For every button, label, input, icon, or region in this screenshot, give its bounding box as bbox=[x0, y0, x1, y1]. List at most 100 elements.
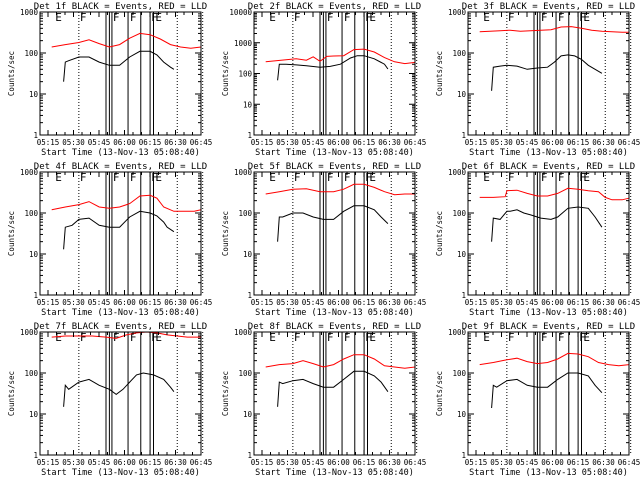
marker-label: F bbox=[130, 171, 137, 184]
series-events-line bbox=[491, 54, 603, 91]
marker-label: F bbox=[541, 11, 548, 24]
marker-label: E bbox=[583, 171, 590, 184]
y-tick-label: 1 bbox=[247, 451, 252, 460]
y-tick-label: 1000 bbox=[234, 39, 253, 48]
x-tick-label: 06:15 bbox=[567, 138, 590, 147]
x-tick-label: 05:30 bbox=[276, 458, 299, 467]
x-tick-label: 06:30 bbox=[164, 138, 187, 147]
marker-label: F bbox=[541, 171, 548, 184]
panel-title: Det 1f BLACK = Events, RED = LLD bbox=[34, 2, 207, 12]
x-tick-label: 06:45 bbox=[190, 138, 213, 147]
plot-frame bbox=[467, 331, 630, 456]
x-tick-label: 05:45 bbox=[88, 458, 111, 467]
y-tick-label: 100 bbox=[452, 49, 466, 58]
x-tick-label: 06:30 bbox=[164, 298, 187, 307]
marker-label: F bbox=[151, 171, 158, 184]
marker-label: F bbox=[558, 11, 565, 24]
marker-label: F bbox=[508, 331, 515, 344]
y-tick-label: 1 bbox=[461, 451, 466, 460]
series-events-line bbox=[277, 370, 389, 407]
marker-label: F bbox=[327, 11, 334, 24]
y-tick-label: 1000 bbox=[448, 168, 467, 177]
y-tick-label: 1000 bbox=[20, 168, 39, 177]
x-axis-label: Start Time (13-Nov-13 05:08:40) bbox=[255, 308, 414, 318]
y-axis-label: Counts/sec bbox=[435, 211, 444, 256]
y-tick-label: 10 bbox=[457, 250, 467, 259]
series-lld-line bbox=[479, 352, 630, 367]
panel-title: Det 4f BLACK = Events, RED = LLD bbox=[34, 162, 207, 172]
y-tick-label: 1 bbox=[33, 451, 38, 460]
y-tick-label: 1000 bbox=[448, 328, 467, 337]
panel-title: Det 8f BLACK = Events, RED = LLD bbox=[248, 322, 421, 332]
x-tick-label: 05:45 bbox=[516, 298, 539, 307]
marker-label: F bbox=[130, 331, 137, 344]
series-lld-line bbox=[265, 48, 416, 65]
y-axis-label: Counts/sec bbox=[221, 211, 230, 256]
plot-frame bbox=[253, 171, 416, 296]
x-axis-label: Start Time (13-Nov-13 05:08:40) bbox=[255, 148, 414, 158]
marker-label: F bbox=[558, 171, 565, 184]
panel-title: Det 3f BLACK = Events, RED = LLD bbox=[462, 2, 635, 12]
x-axis-label: Start Time (13-Nov-13 05:08:40) bbox=[41, 148, 200, 158]
marker-label: F bbox=[365, 331, 372, 344]
x-tick-label: 06:15 bbox=[567, 298, 590, 307]
marker-label: F bbox=[113, 171, 120, 184]
marker-label: F bbox=[80, 11, 87, 24]
x-axis-label: Start Time (13-Nov-13 05:08:40) bbox=[41, 308, 200, 318]
x-tick-label: 06:00 bbox=[327, 138, 350, 147]
marker-label: F bbox=[344, 11, 351, 24]
x-tick-label: 06:00 bbox=[541, 298, 564, 307]
x-tick-label: 05:30 bbox=[490, 138, 513, 147]
marker-label: E bbox=[483, 171, 490, 184]
x-tick-label: 05:30 bbox=[490, 298, 513, 307]
marker-label: E bbox=[55, 171, 62, 184]
x-tick-label: 06:45 bbox=[404, 138, 427, 147]
y-tick-label: 100 bbox=[238, 209, 252, 218]
marker-label: F bbox=[344, 331, 351, 344]
marker-label: F bbox=[327, 171, 334, 184]
y-tick-label: 100 bbox=[452, 369, 466, 378]
marker-label: F bbox=[344, 171, 351, 184]
series-events-line bbox=[63, 210, 175, 250]
x-tick-label: 05:30 bbox=[490, 458, 513, 467]
y-tick-label: 100 bbox=[238, 70, 252, 79]
panel-title: Det 2f BLACK = Events, RED = LLD bbox=[248, 2, 421, 12]
y-axis-label: Counts/sec bbox=[7, 371, 16, 416]
x-axis-label: Start Time (13-Nov-13 05:08:40) bbox=[469, 468, 628, 478]
x-tick-label: 05:30 bbox=[276, 138, 299, 147]
marker-label: F bbox=[508, 171, 515, 184]
y-tick-label: 1000 bbox=[448, 8, 467, 17]
y-tick-label: 1000 bbox=[234, 168, 253, 177]
series-events-line bbox=[491, 372, 603, 409]
marker-label: F bbox=[151, 11, 158, 24]
marker-label: F bbox=[113, 11, 120, 24]
marker-label: E bbox=[369, 171, 376, 184]
marker-label: E bbox=[55, 11, 62, 24]
plot-frame bbox=[467, 11, 630, 136]
x-tick-label: 05:15 bbox=[251, 138, 274, 147]
x-tick-label: 06:30 bbox=[378, 298, 401, 307]
marker-label: F bbox=[294, 171, 301, 184]
series-lld-line bbox=[479, 26, 629, 33]
y-tick-label: 10 bbox=[243, 410, 253, 419]
x-tick-label: 06:45 bbox=[404, 298, 427, 307]
y-tick-label: 1 bbox=[247, 291, 252, 300]
x-tick-label: 05:45 bbox=[516, 138, 539, 147]
y-tick-label: 1 bbox=[461, 291, 466, 300]
marker-label: F bbox=[113, 331, 120, 344]
x-tick-label: 05:45 bbox=[516, 458, 539, 467]
y-tick-label: 10 bbox=[457, 410, 467, 419]
x-tick-label: 06:00 bbox=[113, 298, 136, 307]
series-lld-line bbox=[51, 194, 202, 212]
y-axis-label: Counts/sec bbox=[221, 371, 230, 416]
marker-label: E bbox=[269, 11, 276, 24]
x-tick-label: 06:45 bbox=[190, 298, 213, 307]
x-tick-label: 05:15 bbox=[465, 138, 488, 147]
marker-label: E bbox=[369, 11, 376, 24]
y-tick-label: 1 bbox=[33, 131, 38, 140]
x-tick-label: 06:00 bbox=[327, 298, 350, 307]
x-tick-label: 06:30 bbox=[592, 298, 615, 307]
marker-label: F bbox=[365, 171, 372, 184]
